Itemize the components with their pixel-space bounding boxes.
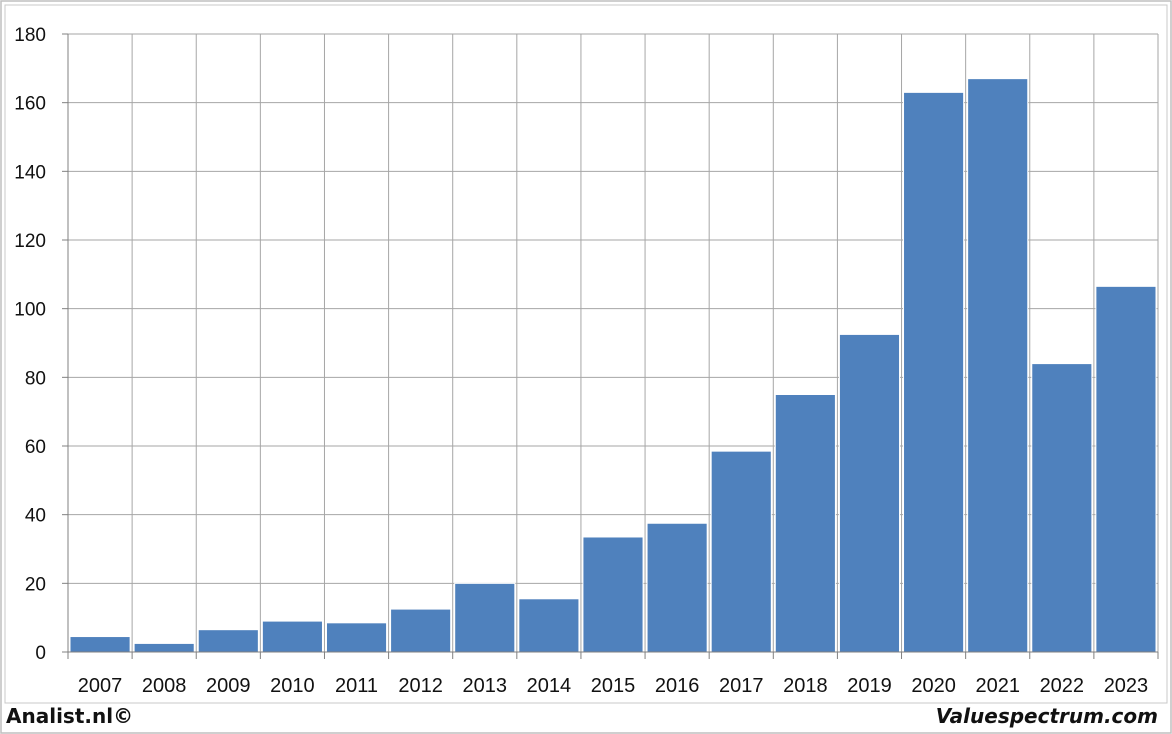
y-tick-label: 160 (14, 94, 46, 115)
bar-2008 (133, 642, 195, 653)
x-tick-label: 2022 (1040, 675, 1085, 697)
y-tick-label: 80 (25, 368, 46, 389)
x-tick-label: 2014 (527, 675, 572, 697)
y-tick-label: 180 (14, 25, 46, 46)
x-tick-label: 2021 (975, 675, 1020, 697)
bar-2022 (1031, 363, 1093, 653)
x-tick-label: 2007 (78, 675, 123, 697)
bar-2013 (454, 582, 516, 653)
x-tick-label: 2008 (142, 675, 187, 697)
axes (62, 33, 1159, 659)
x-tick-label: 2015 (591, 675, 636, 697)
y-tick-label: 60 (25, 437, 46, 458)
x-tick-label: 2023 (1104, 675, 1149, 697)
bars (69, 78, 1157, 653)
bar-2015 (582, 536, 644, 653)
x-tick-label: 2016 (655, 675, 700, 697)
bar-2009 (197, 629, 259, 653)
bar-2019 (838, 333, 901, 653)
y-tick-labels: 0 20 40 60 80 100 120 140 160 180 (14, 25, 46, 664)
x-tick-label: 2013 (463, 675, 508, 697)
y-tick-label: 100 (14, 300, 46, 321)
bar-2012 (390, 608, 452, 653)
x-tick-label: 2009 (206, 675, 251, 697)
footer-right-credit: Valuespectrum.com (935, 704, 1158, 728)
bar-2007 (69, 636, 131, 653)
bar-2011 (325, 622, 388, 653)
y-tick-label: 0 (35, 643, 46, 664)
bar-2023 (1095, 285, 1157, 653)
x-tick-label: 2012 (398, 675, 443, 697)
x-tick-label: 2010 (270, 675, 315, 697)
bar-2017 (710, 450, 772, 653)
bar-2021 (967, 78, 1029, 653)
x-tick-label: 2019 (847, 675, 892, 697)
y-tick-label: 120 (14, 231, 46, 252)
x-tick-label: 2011 (335, 675, 378, 697)
x-tick-label: 2020 (911, 675, 956, 697)
footer-left-credit: Analist.nl© (6, 704, 134, 728)
y-tick-label: 20 (25, 574, 46, 595)
bar-2020 (903, 91, 965, 653)
bar-2016 (646, 522, 708, 653)
y-tick-label: 140 (14, 162, 46, 183)
bar-2018 (774, 394, 836, 653)
x-tick-label: 2017 (719, 675, 764, 697)
x-tick-label: 2018 (783, 675, 828, 697)
y-tick-label: 40 (25, 506, 46, 527)
bar-2010 (261, 620, 323, 653)
x-tick-labels: 2007 2008 2009 2010 2011 2012 2013 2014 2015 2016… (78, 675, 1148, 697)
bar-2014 (518, 598, 580, 653)
